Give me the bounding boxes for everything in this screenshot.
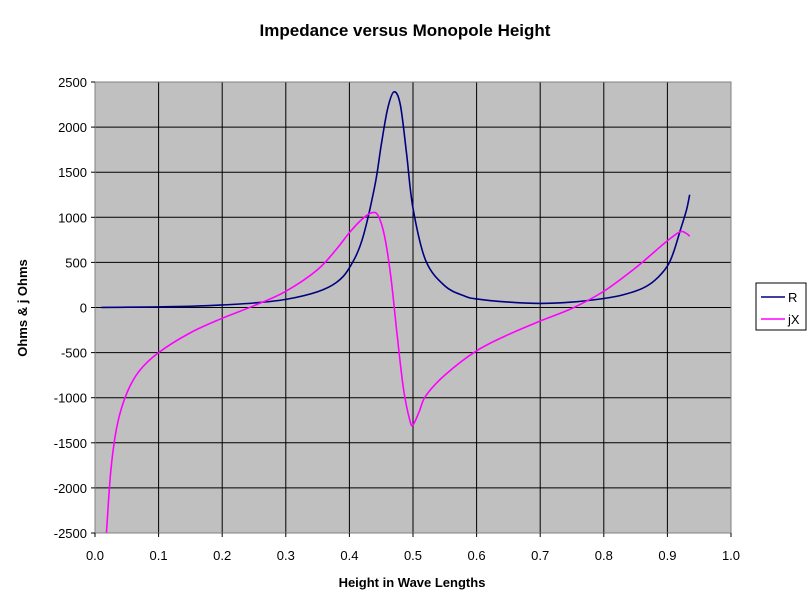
y-tick-label: -1500 [54, 436, 87, 451]
x-tick-label: 0.5 [404, 548, 422, 563]
x-tick-label: 0.4 [340, 548, 358, 563]
y-tick-label: 500 [65, 255, 87, 270]
legend-box [755, 282, 807, 331]
series-line-jx [105, 211, 691, 534]
x-tick-label: 0.0 [86, 548, 104, 563]
x-tick-label: 0.3 [277, 548, 295, 563]
x-tick-label: 0.7 [531, 548, 549, 563]
y-tick-label: -500 [61, 346, 87, 361]
x-axis-ticks: 0.0 0.1 0.2 0.3 0.4 0.5 0.6 0.7 0.8 0.9 1.0 [86, 533, 740, 563]
x-axis-title: Height in Wave Lengths [339, 575, 486, 590]
x-tick-label: 0.6 [468, 548, 486, 563]
series-layer [101, 91, 691, 534]
y-tick-label: -1000 [54, 391, 87, 406]
x-tick-label: 0.8 [595, 548, 613, 563]
y-axis-title: Ohms & j Ohms [15, 259, 30, 357]
y-tick-label: 1000 [58, 210, 87, 225]
chart-title: Impedance versus Monopole Height [260, 21, 551, 40]
y-tick-label: 2000 [58, 120, 87, 135]
x-tick-label: 1.0 [722, 548, 740, 563]
y-axis-ticks: -2500 -2000 -1500 -1000 -500 0 500 1000 1500 2000… [54, 75, 95, 541]
y-tick-label: -2000 [54, 481, 87, 496]
x-tick-label: 0.9 [658, 548, 676, 563]
y-tick-label: 1500 [58, 165, 87, 180]
legend: R jX [755, 282, 807, 331]
y-tick-label: 0 [80, 301, 87, 316]
legend-label-jx: jX [787, 312, 800, 327]
x-tick-label: 0.2 [213, 548, 231, 563]
y-tick-label: -2500 [54, 526, 87, 541]
y-tick-label: 2500 [58, 75, 87, 90]
x-tick-label: 0.1 [150, 548, 168, 563]
legend-label-r: R [788, 290, 797, 305]
series-line-r [101, 91, 691, 309]
